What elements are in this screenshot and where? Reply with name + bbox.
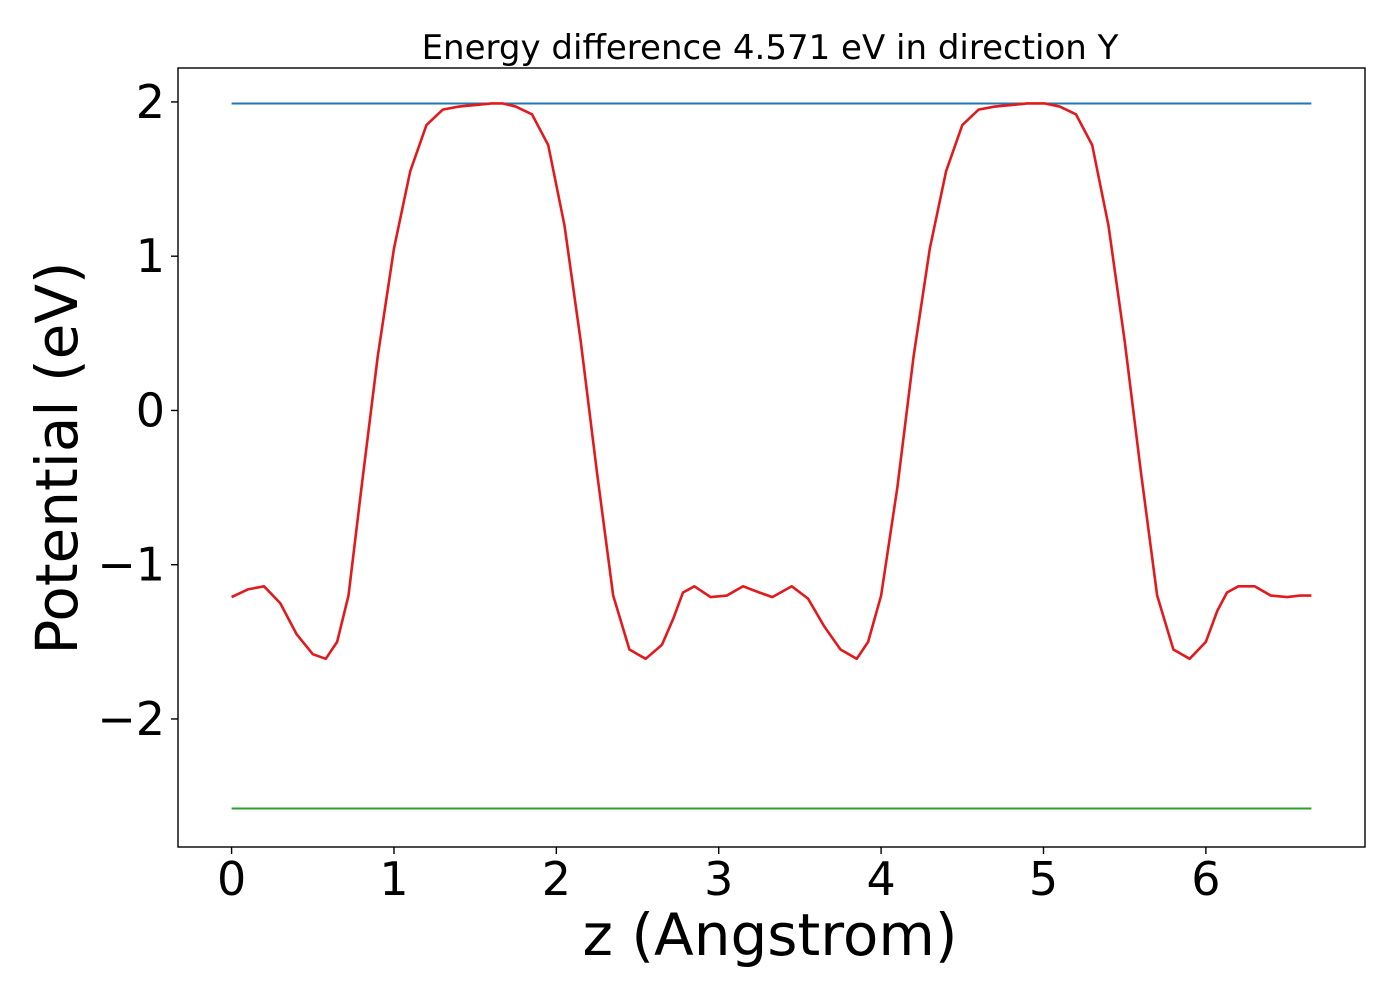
y-tick-label: 2: [136, 75, 165, 129]
x-axis-ticks: 0 1 2 3 4 5 6: [217, 847, 1221, 906]
y-axis-ticks: 2 1 0 −1 −2: [97, 75, 178, 746]
y-tick-label: 1: [136, 229, 165, 283]
plot-frame: [177, 67, 1366, 848]
x-tick-label: 2: [542, 852, 571, 906]
x-tick-label: 0: [217, 852, 246, 906]
y-tick-label: 0: [136, 383, 165, 437]
x-axis-label: z (Angstrom): [583, 901, 958, 969]
x-tick-label: 3: [704, 852, 733, 906]
series-layer: [231, 102, 1312, 810]
y-tick-label: −2: [97, 692, 165, 746]
x-tick-label: 6: [1191, 852, 1220, 906]
chart-title: Energy difference 4.571 eV in direction …: [422, 28, 1119, 68]
x-tick-label: 5: [1029, 852, 1058, 906]
y-axis-label: Potential (eV): [23, 261, 91, 654]
series-line-2: [231, 102, 1312, 661]
x-tick-label: 1: [379, 852, 408, 906]
x-tick-label: 4: [866, 852, 895, 906]
y-tick-label: −1: [97, 538, 165, 592]
